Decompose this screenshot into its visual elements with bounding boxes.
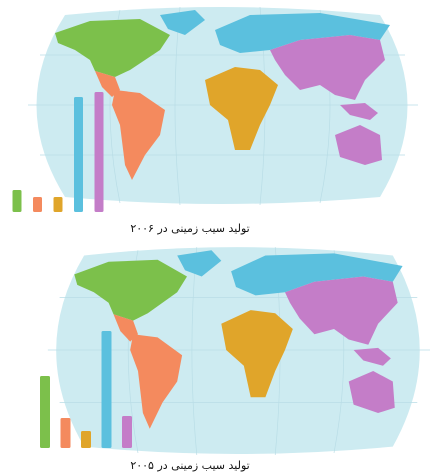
chart-title: تولید سیب زمینی در ۲۰۰۶ [130,222,249,235]
bar [81,431,91,448]
bar [33,197,42,212]
bar [74,97,83,212]
bar [40,376,50,448]
bar [122,416,132,448]
bar [101,331,112,448]
bar [12,190,22,212]
bar [60,418,71,448]
world-map [27,6,419,206]
bar [53,197,63,212]
bar [94,92,104,212]
chart-title: تولید سیب زمینی در ۲۰۰۵ [130,459,249,472]
